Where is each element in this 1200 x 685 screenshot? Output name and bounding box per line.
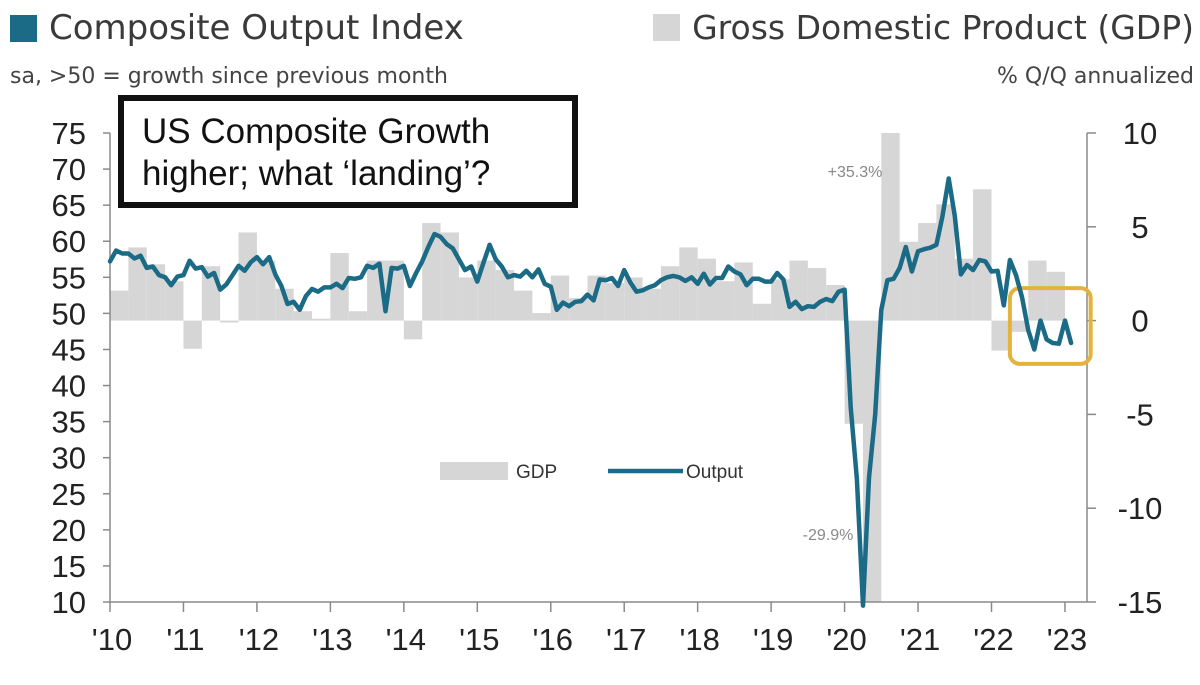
x-tick-label: '13 xyxy=(312,622,352,657)
left-tick-label: 50 xyxy=(52,296,86,331)
left-tick-label: 45 xyxy=(52,332,86,367)
gdp-bar xyxy=(514,290,533,321)
gdp-bar xyxy=(1009,320,1029,332)
x-tick-label: '14 xyxy=(386,622,426,657)
gdp-bar xyxy=(697,258,717,321)
left-tick-label: 35 xyxy=(52,405,86,440)
x-tick-label: '20 xyxy=(826,622,866,657)
callout-box: US Composite Growth higher; what ‘landin… xyxy=(118,95,578,208)
right-tick-label: 5 xyxy=(1131,210,1148,245)
x-tick-label: '23 xyxy=(1047,622,1087,657)
gdp-bar xyxy=(458,277,478,321)
highlight-rect xyxy=(1007,286,1093,366)
gdp-bar xyxy=(146,264,166,321)
gdp-bar xyxy=(495,269,515,321)
gdp-bar xyxy=(183,320,202,349)
x-tick-label: '19 xyxy=(753,622,793,657)
annotation-label: +35.3% xyxy=(828,164,883,181)
x-tick-label: '16 xyxy=(533,622,573,657)
gdp-bar xyxy=(826,284,845,321)
left-tick-label: 20 xyxy=(52,513,86,548)
gdp-bar xyxy=(642,288,661,321)
gdp-bar xyxy=(110,290,129,321)
gdp-bar xyxy=(348,311,368,321)
gdp-bar xyxy=(624,277,643,321)
right-tick-label: 0 xyxy=(1131,304,1148,339)
gdp-bar xyxy=(973,189,992,321)
gdp-bar xyxy=(1046,271,1065,321)
gdp-bar xyxy=(256,260,276,321)
gdp-bar xyxy=(477,260,496,321)
left-tick-label: 40 xyxy=(52,369,86,404)
x-tick-label: '17 xyxy=(606,622,646,657)
callout-line-2: higher; what ‘landing’? xyxy=(142,154,491,193)
gdp-bar xyxy=(275,288,294,321)
gdp-bar xyxy=(679,247,698,321)
gdp-bar xyxy=(293,311,313,321)
x-tick-label: '21 xyxy=(900,622,940,657)
gdp-bar xyxy=(532,313,551,321)
left-tick-label: 55 xyxy=(52,260,86,295)
left-tick-label: 65 xyxy=(52,188,86,223)
gdp-bar xyxy=(789,260,808,321)
legend-gdp-swatch xyxy=(440,462,508,480)
gdp-bar xyxy=(128,247,147,321)
output-series-line xyxy=(107,176,1074,608)
left-tick-label: 70 xyxy=(52,152,86,187)
gdp-bar xyxy=(716,281,735,321)
legend-gdp-label: GDP xyxy=(516,462,557,483)
right-title: Gross Domestic Product (GDP) xyxy=(692,8,1194,47)
gdp-bar xyxy=(807,268,827,321)
x-tick-label: '15 xyxy=(459,622,499,657)
right-tick-label: -15 xyxy=(1118,585,1163,620)
gdp-bar xyxy=(1028,260,1047,321)
gdp-bar xyxy=(587,275,606,321)
gdp-bar xyxy=(605,283,625,321)
gdp-bar xyxy=(403,320,423,340)
x-tick-label: '12 xyxy=(239,622,279,657)
highlight-box xyxy=(1007,286,1093,366)
left-tick-label: 75 xyxy=(52,116,86,151)
output-swatch xyxy=(10,14,37,42)
legend-output-label: Output xyxy=(686,462,744,483)
gdp-bar xyxy=(312,318,331,321)
x-tick-label: '22 xyxy=(973,622,1013,657)
left-subtitle: sa, >50 = growth since previous month xyxy=(10,64,448,89)
right-header: Gross Domestic Product (GDP) xyxy=(653,8,1194,47)
right-tick-label: -10 xyxy=(1118,491,1163,526)
output-line xyxy=(107,176,1074,608)
gdp-bar xyxy=(220,320,239,323)
annotation-label: -29.9% xyxy=(803,527,854,544)
gdp-bar xyxy=(752,303,772,321)
right-tick-label: -5 xyxy=(1126,397,1154,432)
left-tick-label: 30 xyxy=(52,441,86,476)
callout-line-1: US Composite Growth xyxy=(142,112,491,151)
left-tick-label: 15 xyxy=(52,549,86,584)
x-tick-label: '10 xyxy=(92,622,132,657)
gdp-swatch xyxy=(653,14,681,41)
gdp-bar xyxy=(165,281,184,321)
gdp-bar xyxy=(238,232,257,321)
right-tick-label: 10 xyxy=(1123,116,1157,151)
axes: 75706560555045403530252015101050-5-10-15… xyxy=(52,116,1163,657)
left-title: Composite Output Index xyxy=(49,8,464,48)
x-tick-label: '11 xyxy=(166,622,204,657)
gdp-bar xyxy=(734,262,753,321)
x-tick-label: '18 xyxy=(679,622,719,657)
gdp-bars xyxy=(110,133,1065,602)
annotations: +35.3% -29.9% xyxy=(803,164,883,544)
chart-legend: GDP Output xyxy=(440,462,744,483)
right-subtitle: % Q/Q annualized xyxy=(996,64,1194,89)
left-tick-label: 25 xyxy=(52,477,86,512)
gdp-bar xyxy=(991,320,1010,351)
gdp-bar xyxy=(918,223,937,321)
left-tick-label: 60 xyxy=(52,224,86,259)
left-tick-label: 10 xyxy=(52,585,86,620)
left-header: Composite Output Index xyxy=(10,8,464,48)
